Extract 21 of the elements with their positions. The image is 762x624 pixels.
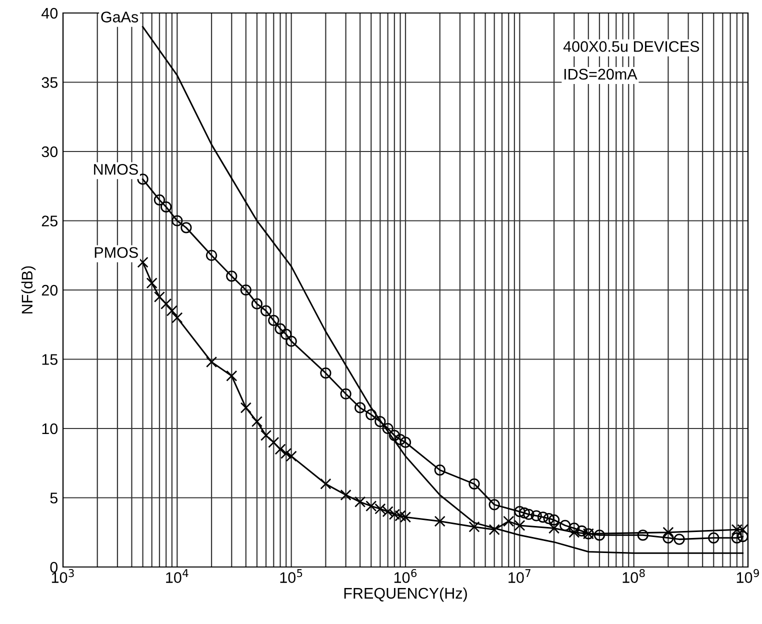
x-tick-label: 10$^{4}$ bbox=[166, 569, 188, 583]
series-label: PMOS bbox=[94, 247, 138, 258]
x-tick-label: 10$^{8}$ bbox=[622, 569, 645, 583]
series-label: NMOS bbox=[94, 164, 138, 175]
y-tick-label: 25 bbox=[42, 216, 58, 226]
y-tick-label: 30 bbox=[42, 146, 58, 158]
y-tick-label: 15 bbox=[42, 354, 58, 365]
annotation: IDS=20mA bbox=[564, 68, 638, 80]
y-tick-label: 40 bbox=[42, 8, 58, 19]
y-tick-label: 10 bbox=[42, 423, 58, 434]
y-tick-label: 35 bbox=[42, 77, 58, 88]
series-label: GaAs bbox=[101, 12, 138, 22]
x-tick-label: 10$^{6}$ bbox=[394, 569, 417, 583]
x-tick-label: 10$^{5}$ bbox=[280, 569, 302, 583]
x-axis-title: FREQUENCY(Hz) bbox=[344, 587, 467, 602]
y-tick-label: 5 bbox=[50, 492, 58, 504]
x-tick-label: 10$^{9}$ bbox=[736, 569, 759, 583]
x-tick-label: 10$^{7}$ bbox=[508, 569, 530, 583]
y-axis-title: NF(dB) bbox=[21, 266, 36, 314]
annotation: 400X0.5u DEVICES bbox=[563, 41, 700, 52]
y-tick-label: 20 bbox=[42, 284, 58, 296]
